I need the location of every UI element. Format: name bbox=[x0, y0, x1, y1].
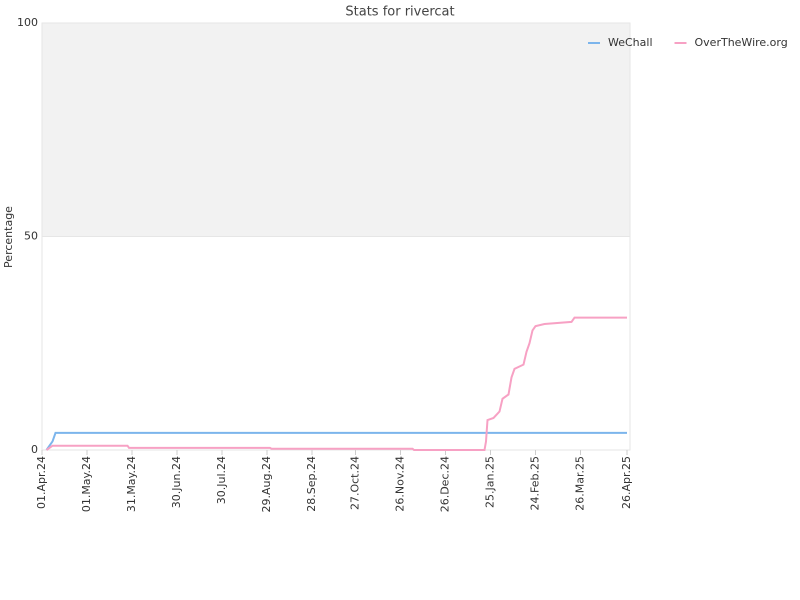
chart-title: Stats for rivercat bbox=[345, 5, 454, 20]
x-tick-label: 26.Mar.25 bbox=[574, 456, 587, 511]
x-tick-label: 01.May.24 bbox=[80, 456, 93, 512]
x-tick-label: 25.Jan.25 bbox=[484, 456, 497, 508]
x-tick-label: 31.May.24 bbox=[125, 456, 138, 512]
x-tick-label: 28.Sep.24 bbox=[305, 456, 318, 512]
y-tick-label: 0 bbox=[31, 443, 38, 456]
x-tick-label: 29.Aug.24 bbox=[260, 456, 273, 512]
x-tick-label: 24.Feb.25 bbox=[529, 456, 542, 510]
y-tick-label: 100 bbox=[17, 16, 38, 29]
x-tick-label: 01.Apr.24 bbox=[35, 456, 48, 509]
legend-label[interactable]: WeChall bbox=[608, 36, 653, 49]
x-tick-label: 26.Nov.24 bbox=[394, 456, 407, 512]
y-axis-label: Percentage bbox=[2, 206, 15, 268]
x-tick-label: 26.Dec.24 bbox=[439, 456, 452, 512]
series-line bbox=[45, 431, 627, 451]
x-tick-label: 30.Jul.24 bbox=[215, 456, 228, 504]
legend-label[interactable]: OverTheWire.org bbox=[695, 36, 788, 49]
y-tick-label: 50 bbox=[24, 230, 38, 243]
x-tick-label: 27.Oct.24 bbox=[349, 456, 362, 510]
x-tick-label: 30.Jun.24 bbox=[170, 456, 183, 508]
series-line bbox=[45, 316, 627, 451]
plot-band bbox=[42, 23, 630, 237]
x-tick-label: 26.Apr.25 bbox=[620, 456, 633, 509]
